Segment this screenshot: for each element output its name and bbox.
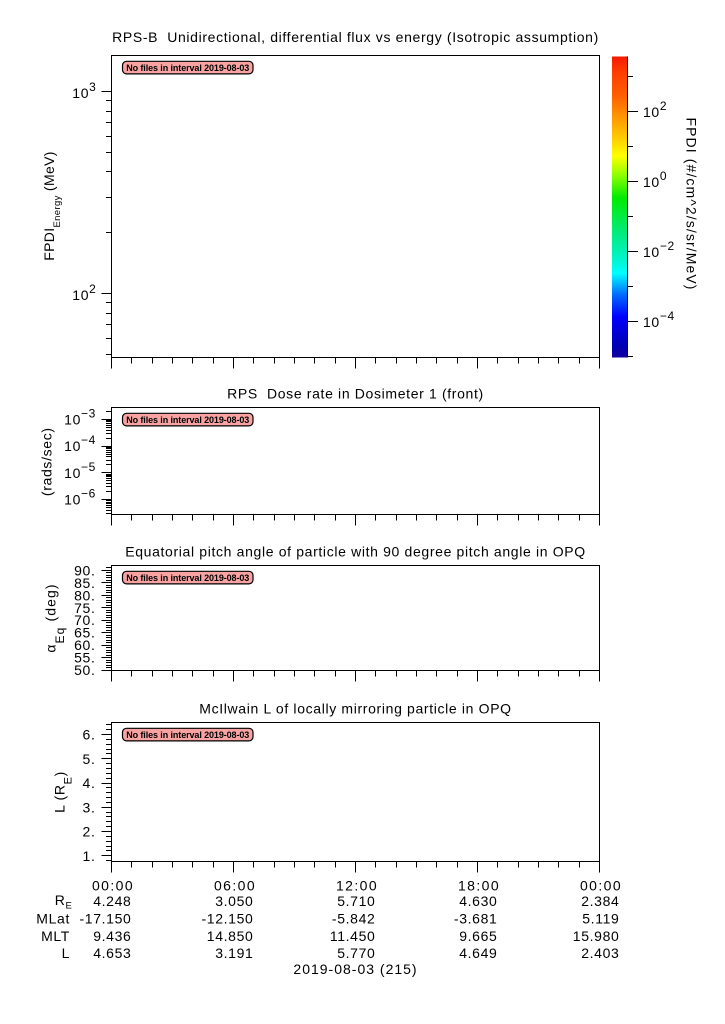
svg-text:McIlwain L of locally mirrorin: McIlwain L of locally mirroring particle… (199, 701, 511, 717)
svg-text:L: L (62, 945, 70, 961)
svg-text:(rads/sec): (rads/sec) (39, 427, 55, 496)
svg-text:06:00: 06:00 (214, 878, 256, 894)
svg-text:5.710: 5.710 (337, 893, 375, 909)
svg-text:5.: 5. (83, 751, 96, 767)
svg-text:00:00: 00:00 (580, 878, 622, 894)
svg-text:11.450: 11.450 (330, 928, 376, 944)
svg-text:4.630: 4.630 (459, 893, 497, 909)
svg-text:3.050: 3.050 (215, 893, 253, 909)
svg-text:4.653: 4.653 (93, 945, 131, 961)
svg-text:No files in interval 2019-08-0: No files in interval 2019-08-03 (126, 730, 249, 740)
svg-text:6.: 6. (83, 727, 96, 743)
svg-text:80.: 80. (74, 587, 95, 603)
svg-text:2.: 2. (83, 824, 96, 840)
svg-text:14.850: 14.850 (207, 928, 254, 944)
svg-text:75.: 75. (74, 600, 95, 616)
svg-text:90.: 90. (74, 562, 95, 578)
svg-text:18:00: 18:00 (458, 878, 500, 894)
svg-text:4.: 4. (83, 775, 96, 791)
svg-text:1.: 1. (83, 848, 96, 864)
svg-text:-5.842: -5.842 (332, 911, 376, 927)
svg-text:FPDI (#/cm^2/s/sr/MeV): FPDI (#/cm^2/s/sr/MeV) (684, 117, 700, 290)
svg-text:3.: 3. (83, 799, 96, 815)
svg-text:15.980: 15.980 (573, 928, 620, 944)
svg-text:No files in interval 2019-08-0: No files in interval 2019-08-03 (126, 573, 249, 583)
svg-text:12:00: 12:00 (336, 878, 378, 894)
svg-text:No files in interval 2019-08-0: No files in interval 2019-08-03 (126, 63, 249, 73)
svg-text:2.403: 2.403 (581, 945, 619, 961)
svg-text:-12.150: -12.150 (201, 911, 253, 927)
svg-text:2019-08-03 (215): 2019-08-03 (215) (293, 961, 417, 977)
svg-text:60.: 60. (74, 637, 95, 653)
svg-text:55.: 55. (74, 650, 95, 666)
svg-text:65.: 65. (74, 625, 95, 641)
svg-text:10−5: 10−5 (64, 460, 96, 481)
svg-text:MLT: MLT (41, 928, 70, 944)
svg-text:70.: 70. (74, 612, 95, 628)
svg-text:00:00: 00:00 (92, 878, 134, 894)
svg-text:4.649: 4.649 (459, 945, 497, 961)
svg-text:50.: 50. (74, 662, 95, 678)
svg-text:Equatorial pitch angle of part: Equatorial pitch angle of particle with … (125, 544, 586, 560)
svg-text:3.191: 3.191 (215, 945, 253, 961)
svg-text:-17.150: -17.150 (79, 911, 131, 927)
svg-text:5.770: 5.770 (337, 945, 375, 961)
svg-text:9.436: 9.436 (93, 928, 131, 944)
svg-text:No files in interval 2019-08-0: No files in interval 2019-08-03 (126, 415, 249, 425)
svg-text:RPS-B Unidirectional, differe: RPS-B Unidirectional, differential flux … (112, 29, 599, 45)
svg-text:9.665: 9.665 (459, 928, 497, 944)
svg-text:RPS Dose rate in Dosimeter 1: RPS Dose rate in Dosimeter 1 (front) (227, 386, 484, 402)
svg-text:85.: 85. (74, 575, 95, 591)
svg-text:2.384: 2.384 (581, 893, 619, 909)
svg-text:4.248: 4.248 (93, 893, 131, 909)
svg-text:MLat: MLat (36, 911, 70, 927)
svg-text:5.119: 5.119 (582, 911, 619, 927)
svg-text:-3.681: -3.681 (454, 911, 498, 927)
